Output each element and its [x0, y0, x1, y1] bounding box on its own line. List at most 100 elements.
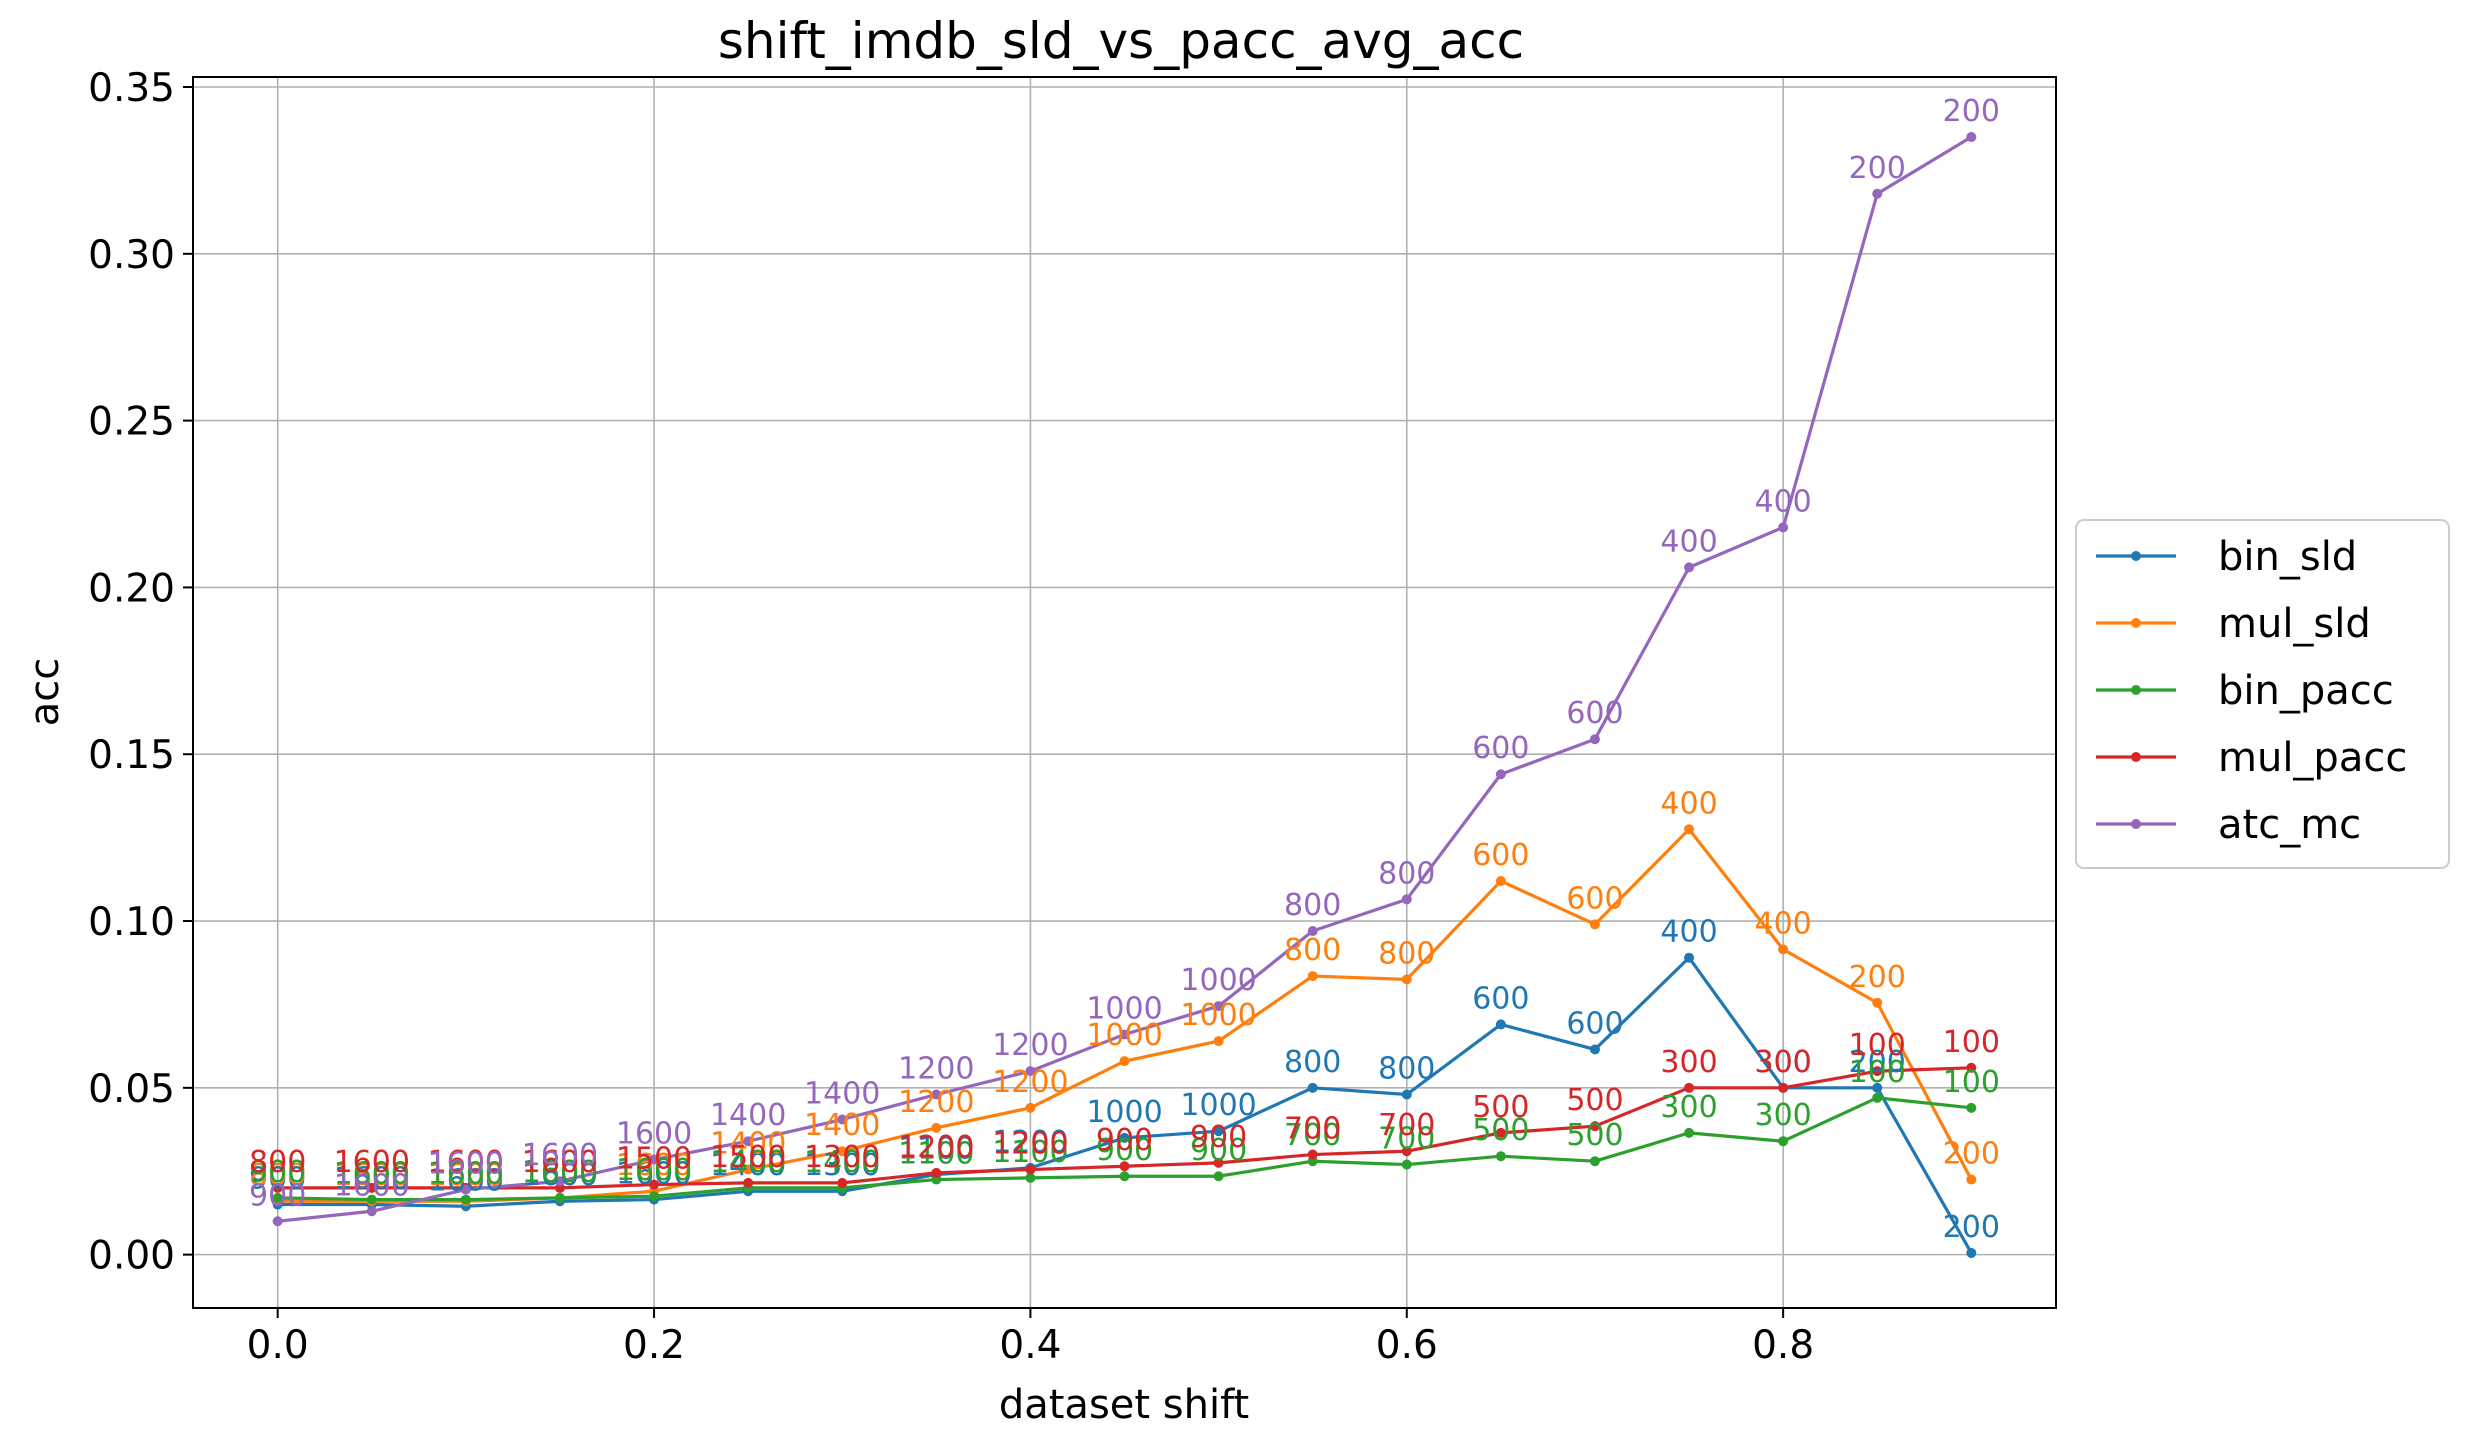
x-tick-label: 0.4: [999, 1323, 1061, 1368]
data-point-mul_pacc: [1966, 1062, 1977, 1073]
data-label-mul_pacc: 900: [1096, 1123, 1153, 1158]
x-tick-label: 0.0: [247, 1323, 309, 1368]
data-point-bin_pacc: [1025, 1172, 1036, 1183]
data-label-bin_sld: 1400: [710, 1148, 786, 1183]
data-label-mul_sld: 1600: [428, 1158, 504, 1193]
data-point-bin_sld: [1872, 1082, 1883, 1093]
data-label-mul_sld: 600: [1566, 881, 1623, 916]
data-label-atc_mc: 900: [249, 1178, 306, 1213]
data-label-atc_mc: 1200: [898, 1051, 974, 1086]
data-label-mul_pacc: 1500: [710, 1140, 786, 1175]
data-label-atc_mc: 800: [1378, 856, 1435, 891]
y-tick-label: 0.05: [88, 1067, 175, 1112]
data-label-bin_sld: 1600: [616, 1157, 692, 1192]
data-label-bin_pacc: 500: [1472, 1113, 1529, 1148]
grid: [193, 77, 2056, 1308]
data-label-mul_pacc: 500: [1472, 1090, 1529, 1125]
data-point-mul_sld: [1589, 919, 1600, 930]
data-point-atc_mc: [1495, 769, 1506, 780]
data-label-mul_pacc: 1200: [898, 1130, 974, 1165]
y-tick-label: 0.35: [88, 66, 175, 111]
data-point-atc_mc: [1025, 1066, 1036, 1077]
data-point-atc_mc: [272, 1216, 283, 1227]
data-label-bin_pacc: 1400: [804, 1145, 880, 1180]
data-label-atc_mc: 1000: [1180, 963, 1256, 998]
plot-area-frame: [192, 76, 2057, 1309]
data-label-mul_sld: 1400: [710, 1127, 786, 1162]
data-label-mul_pacc: 900: [1190, 1120, 1247, 1155]
data-label-mul_pacc: 800: [249, 1145, 306, 1180]
x-tick-label: 0.2: [623, 1323, 685, 1368]
data-label-bin_sld: 1600: [334, 1162, 410, 1197]
data-label-mul_sld: 1000: [1086, 1018, 1162, 1053]
data-label-bin_pacc: 100: [1849, 1055, 1906, 1090]
data-point-mul_sld: [837, 1146, 848, 1157]
data-label-atc_mc: 1400: [710, 1098, 786, 1133]
data-label-atc_mc: 600: [1566, 696, 1623, 731]
data-label-bin_pacc: 100: [1943, 1065, 2000, 1100]
data-label-mul_sld: 800: [249, 1158, 306, 1193]
data-label-mul_pacc: 500: [1566, 1083, 1623, 1118]
data-label-mul_pacc: 300: [1755, 1045, 1812, 1080]
data-point-atc_mc: [366, 1206, 377, 1217]
data-point-atc_mc: [1684, 562, 1695, 573]
data-label-mul_pacc: 1600: [428, 1145, 504, 1180]
data-label-bin_sld: 1000: [1086, 1095, 1162, 1130]
data-label-bin_sld: 1200: [992, 1125, 1068, 1160]
data-label-bin_pacc: 900: [249, 1155, 306, 1190]
data-label-atc_mc: 600: [1472, 731, 1529, 766]
data-point-bin_pacc: [272, 1192, 283, 1203]
legend-box: [2075, 519, 2450, 869]
data-point-mul_pacc: [1778, 1082, 1789, 1093]
data-label-bin_sld: 800: [1284, 1045, 1341, 1080]
data-point-atc_mc: [1307, 926, 1318, 937]
legend-marker-mul_pacc: [2131, 752, 2141, 762]
data-label-mul_sld: 1600: [616, 1148, 692, 1183]
x-tick-label: 0.8: [1752, 1323, 1814, 1368]
data-label-atc_mc: 200: [1849, 151, 1906, 186]
data-point-mul_sld: [1025, 1102, 1036, 1113]
data-point-bin_sld: [1495, 1019, 1506, 1030]
data-point-bin_pacc: [366, 1194, 377, 1205]
data-point-bin_sld: [1213, 1126, 1224, 1137]
data-point-mul_sld: [1401, 974, 1412, 985]
data-point-mul_pacc: [1495, 1127, 1506, 1138]
data-point-mul_pacc: [1589, 1121, 1600, 1132]
data-label-bin_sld: 1000: [1180, 1088, 1256, 1123]
data-label-bin_sld: 200: [1849, 1045, 1906, 1080]
data-point-mul_pacc: [272, 1182, 283, 1193]
data-label-bin_sld: 1300: [804, 1148, 880, 1183]
data-label-mul_sld: 1600: [522, 1155, 598, 1190]
data-point-mul_sld: [1872, 997, 1883, 1008]
data-point-bin_pacc: [1872, 1092, 1883, 1103]
data-label-bin_sld: 200: [1943, 1210, 2000, 1245]
legend-marker-mul_sld: [2131, 618, 2141, 628]
data-label-bin_pacc: 900: [1096, 1133, 1153, 1168]
data-label-bin_sld: 1600: [522, 1158, 598, 1193]
data-point-atc_mc: [1778, 522, 1789, 533]
data-label-mul_pacc: 100: [1849, 1028, 1906, 1063]
data-label-bin_pacc: 1600: [428, 1157, 504, 1192]
data-point-mul_pacc: [931, 1167, 942, 1178]
data-point-mul_pacc: [649, 1179, 660, 1190]
data-label-mul_sld: 800: [1378, 936, 1435, 971]
data-point-atc_mc: [837, 1114, 848, 1125]
data-label-atc_mc: 400: [1660, 524, 1717, 559]
y-tick-label: 0.30: [88, 233, 175, 278]
data-point-bin_pacc: [1966, 1102, 1977, 1113]
data-point-bin_pacc: [554, 1192, 565, 1203]
data-label-mul_sld: 200: [1943, 1137, 2000, 1172]
data-point-atc_mc: [554, 1176, 565, 1187]
data-point-bin_sld: [1589, 1044, 1600, 1055]
data-point-bin_pacc: [460, 1194, 471, 1205]
legend-label-bin_pacc: bin_pacc: [2218, 668, 2394, 714]
data-label-bin_sld: 400: [1660, 915, 1717, 950]
data-label-atc_mc: 1600: [522, 1138, 598, 1173]
data-label-mul_pacc: 300: [1660, 1045, 1717, 1080]
legend-marker-atc_mc: [2131, 819, 2141, 829]
data-point-mul_pacc: [1213, 1157, 1224, 1168]
data-point-atc_mc: [1589, 734, 1600, 745]
data-label-mul_pacc: 1200: [992, 1127, 1068, 1162]
data-point-bin_pacc: [1119, 1171, 1130, 1182]
